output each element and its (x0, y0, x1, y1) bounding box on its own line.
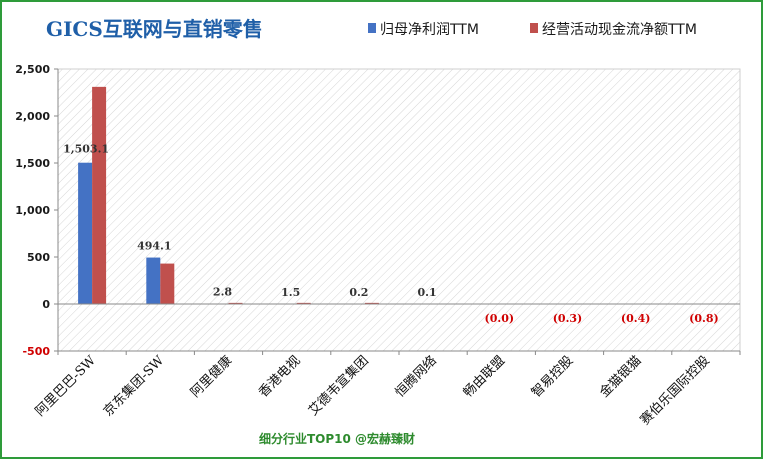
category-label: 金猫银猫 (596, 353, 644, 401)
category-label: 恒腾网络 (392, 353, 440, 401)
chart-title: GICS互联网与直销零售 (46, 17, 263, 41)
data-label: 0.2 (349, 286, 368, 299)
legend: 归母净利润TTM 经营活动现金流净额TTM (368, 21, 697, 38)
y-axis: 2,500 2,000 1,500 1,000 500 0 -500 (15, 63, 59, 358)
legend-swatch-operating-cash-flow (530, 23, 538, 33)
y-tick-label: 1,000 (15, 204, 50, 217)
data-label: (0.4) (621, 312, 651, 325)
y-tick-label: 500 (27, 251, 50, 264)
legend-label-net-profit: 归母净利润TTM (380, 21, 479, 38)
data-label: 494.1 (137, 240, 171, 253)
data-labels: 1,503.1 494.1 2.8 1.5 0.2 0.1 (0.0) (0.3) (0.4) (… (63, 143, 719, 325)
data-label: (0.3) (553, 312, 583, 325)
category-label: 阿里巴巴-SW (33, 353, 100, 420)
category-label: 智易控股 (529, 353, 576, 400)
y-tick-label: 1,500 (15, 157, 50, 170)
category-label: 京东集团-SW (100, 352, 167, 419)
y-tick-label: 2,000 (15, 110, 50, 123)
data-label: (0.0) (485, 312, 515, 325)
data-label: 1,503.1 (63, 143, 109, 156)
data-label: 0.1 (418, 286, 437, 299)
bar (296, 302, 311, 304)
plot-area (57, 68, 741, 352)
bar (364, 302, 379, 304)
chart-footer: 细分行业TOP10 @宏赫臻财 (259, 431, 415, 446)
bar (146, 257, 161, 304)
y-tick-label: -500 (22, 345, 50, 358)
y-tick-label: 0 (42, 298, 50, 311)
bar (228, 302, 243, 304)
data-label: 1.5 (281, 286, 300, 299)
y-tick-label: 2,500 (15, 63, 50, 76)
category-label: 艾德韦宣集团 (305, 353, 371, 419)
data-label: (0.8) (689, 312, 719, 325)
legend-label-operating-cash-flow: 经营活动现金流净额TTM (542, 22, 697, 38)
category-label: 香港电视 (256, 353, 303, 400)
legend-swatch-net-profit (368, 23, 376, 33)
bar (160, 263, 175, 304)
category-label: 畅由联盟 (461, 353, 508, 400)
category-label: 赛伯乐国际控股 (637, 353, 713, 429)
bar (78, 162, 93, 304)
category-label: 阿里健康 (187, 353, 235, 401)
bar (92, 86, 107, 304)
data-label: 2.8 (213, 286, 232, 299)
